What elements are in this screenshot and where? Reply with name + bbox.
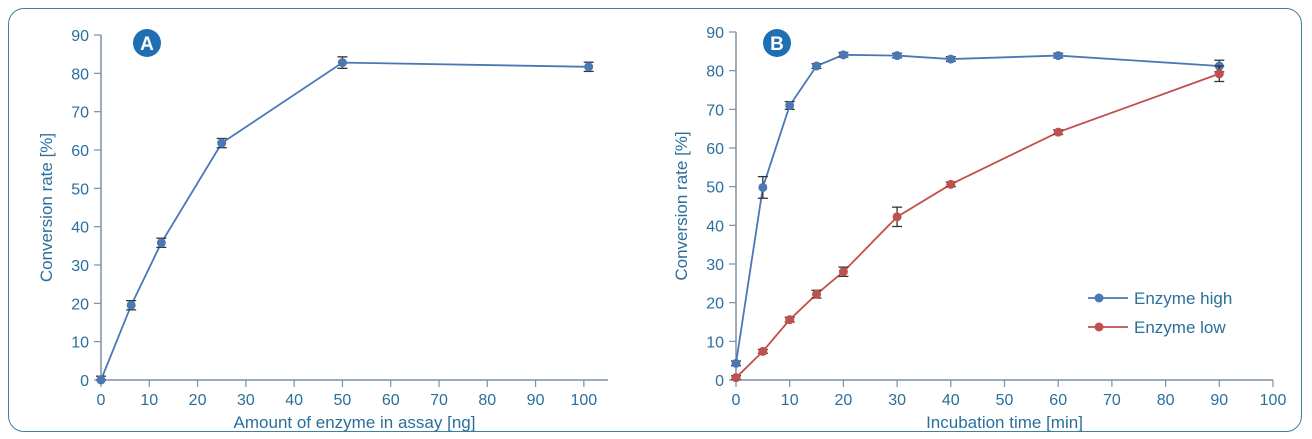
x-tick-label: 10 xyxy=(140,392,158,409)
y-tick-label: 60 xyxy=(71,143,89,160)
data-point xyxy=(584,62,594,72)
legend-swatch-marker xyxy=(1094,322,1104,332)
x-axis-title: Amount of enzyme in assay [ng] xyxy=(234,413,476,432)
data-point xyxy=(785,315,795,325)
data-point xyxy=(337,58,347,68)
panel-badge-label: B xyxy=(770,34,784,55)
x-tick-label: 70 xyxy=(430,392,448,409)
data-point xyxy=(838,50,848,60)
x-tick-label: 80 xyxy=(1157,392,1175,409)
y-tick-label: 10 xyxy=(706,334,724,351)
panel-badge-circle xyxy=(763,29,791,57)
data-point xyxy=(1053,127,1063,137)
y-tick-label: 20 xyxy=(71,296,89,313)
x-tick-label: 20 xyxy=(835,392,853,409)
data-point xyxy=(156,238,166,248)
y-tick-label: 70 xyxy=(71,105,89,122)
legend-label: Enzyme low xyxy=(1134,318,1226,337)
x-tick-label: 90 xyxy=(527,392,545,409)
data-point xyxy=(892,212,902,222)
x-tick-label: 10 xyxy=(781,392,799,409)
y-tick-label: 60 xyxy=(706,141,724,158)
data-point xyxy=(1214,69,1224,79)
panel-badge-circle xyxy=(133,29,161,57)
x-tick-label: 60 xyxy=(382,392,400,409)
legend-swatch-marker xyxy=(1094,293,1104,303)
x-tick-label: 50 xyxy=(334,392,352,409)
legend-label: Enzyme high xyxy=(1134,289,1232,308)
y-axis-title: Conversion rate [%] xyxy=(37,133,56,282)
data-point xyxy=(731,358,741,368)
x-tick-label: 0 xyxy=(97,392,106,409)
y-tick-label: 0 xyxy=(80,373,89,390)
panel-b-chart: 0 10 20 30 40 50 60 70 80 90 0 10 20 30 40 50 60 70 80 90 10… xyxy=(672,25,1286,432)
y-tick-label: 80 xyxy=(71,66,89,83)
y-tick-label: 50 xyxy=(706,180,724,197)
x-tick-label: 70 xyxy=(1103,392,1121,409)
series-line xyxy=(100,61,589,381)
y-tick-label: 30 xyxy=(706,257,724,274)
data-point xyxy=(1053,51,1063,61)
y-tick-label: 50 xyxy=(71,181,89,198)
x-axis-title: Incubation time [min] xyxy=(926,413,1083,432)
data-point xyxy=(838,267,848,277)
data-point xyxy=(812,289,822,299)
panel-badge-label: A xyxy=(140,34,154,55)
y-tick-label: 40 xyxy=(706,218,724,235)
data-point xyxy=(758,182,768,192)
y-tick-label: 80 xyxy=(706,64,724,81)
data-point xyxy=(731,373,741,383)
data-point xyxy=(946,179,956,189)
y-tick-label: 0 xyxy=(715,373,724,390)
data-point xyxy=(892,51,902,61)
data-point xyxy=(758,346,768,356)
data-point xyxy=(946,54,956,64)
x-tick-label: 50 xyxy=(996,392,1014,409)
x-tick-label: 40 xyxy=(942,392,960,409)
x-tick-label: 40 xyxy=(285,392,303,409)
x-tick-label: 30 xyxy=(888,392,906,409)
x-tick-label: 100 xyxy=(1260,392,1287,409)
data-point xyxy=(96,375,106,385)
panel-a-chart: 0 10 20 30 40 50 60 70 80 90 0 10 20 30 40 50 60 70 80 90 10… xyxy=(37,28,608,432)
y-tick-label: 90 xyxy=(706,25,724,42)
data-point xyxy=(217,138,227,148)
y-tick-label: 90 xyxy=(71,28,89,45)
y-tick-label: 30 xyxy=(71,258,89,275)
data-point xyxy=(785,100,795,110)
y-tick-label: 10 xyxy=(71,335,89,352)
x-tick-label: 90 xyxy=(1210,392,1228,409)
data-point xyxy=(126,300,136,310)
x-tick-label: 30 xyxy=(237,392,255,409)
data-point xyxy=(812,61,822,71)
x-tick-label: 60 xyxy=(1049,392,1067,409)
y-tick-label: 40 xyxy=(71,220,89,237)
y-axis-title: Conversion rate [%] xyxy=(672,131,691,280)
figure-frame xyxy=(8,8,1302,432)
y-tick-label: 20 xyxy=(706,296,724,313)
x-tick-label: 80 xyxy=(478,392,496,409)
x-tick-label: 0 xyxy=(732,392,741,409)
x-tick-label: 100 xyxy=(571,392,598,409)
y-tick-label: 70 xyxy=(706,102,724,119)
x-tick-label: 20 xyxy=(189,392,207,409)
